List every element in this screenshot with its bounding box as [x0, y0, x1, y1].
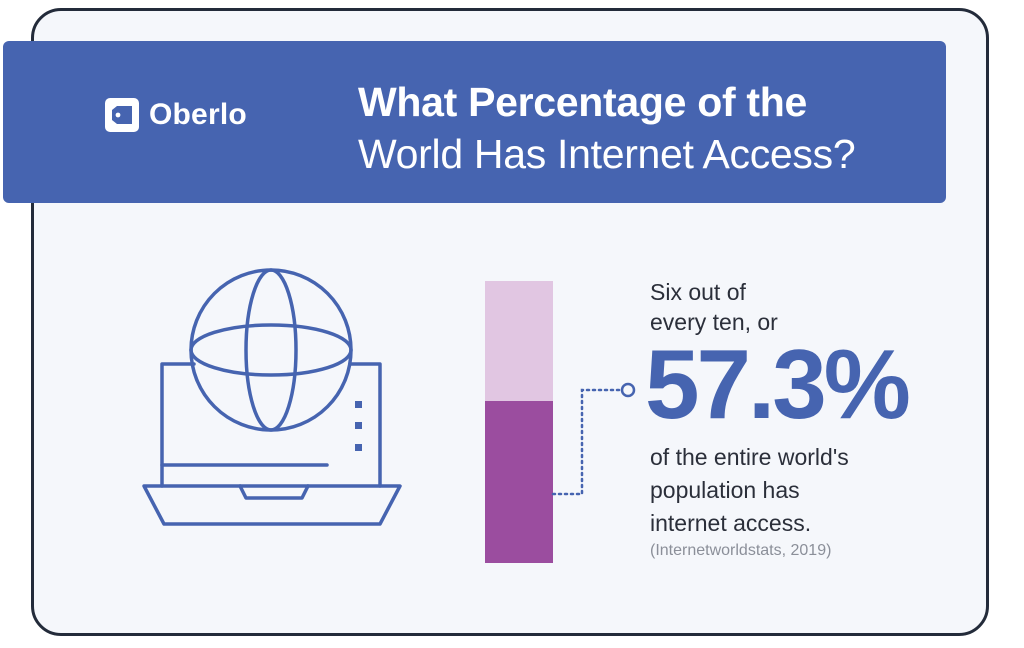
- laptop-globe-icon: [142, 268, 402, 526]
- brand-name: Oberlo: [149, 98, 247, 131]
- tag-icon: [105, 98, 139, 132]
- title-line-1: What Percentage of the: [358, 79, 808, 125]
- stat-tail-line-3: internet access.: [650, 510, 812, 536]
- stat-tail-line-1: of the entire world's: [650, 444, 849, 470]
- brand-logo: Oberlo: [104, 95, 247, 135]
- dotted-connector: [551, 382, 636, 496]
- stat-value: 57.3%: [645, 329, 911, 439]
- source-citation: (Internetworldstats, 2019): [650, 542, 832, 559]
- percentage-bar-fill: [485, 401, 553, 563]
- stat-lead-text: Six out of every ten, or: [650, 277, 950, 337]
- stat-lead-line-1: Six out of: [650, 279, 746, 305]
- title-line-2: World Has Internet Access?: [358, 131, 856, 177]
- header-banner: [3, 41, 946, 203]
- percentage-bar: [485, 281, 553, 563]
- stat-tail-line-2: population has: [650, 477, 800, 503]
- stat-tail-text: of the entire world's population has int…: [650, 441, 970, 540]
- page-title: What Percentage of the World Has Interne…: [358, 76, 938, 180]
- stat-lead-line-2: every ten, or: [650, 309, 778, 335]
